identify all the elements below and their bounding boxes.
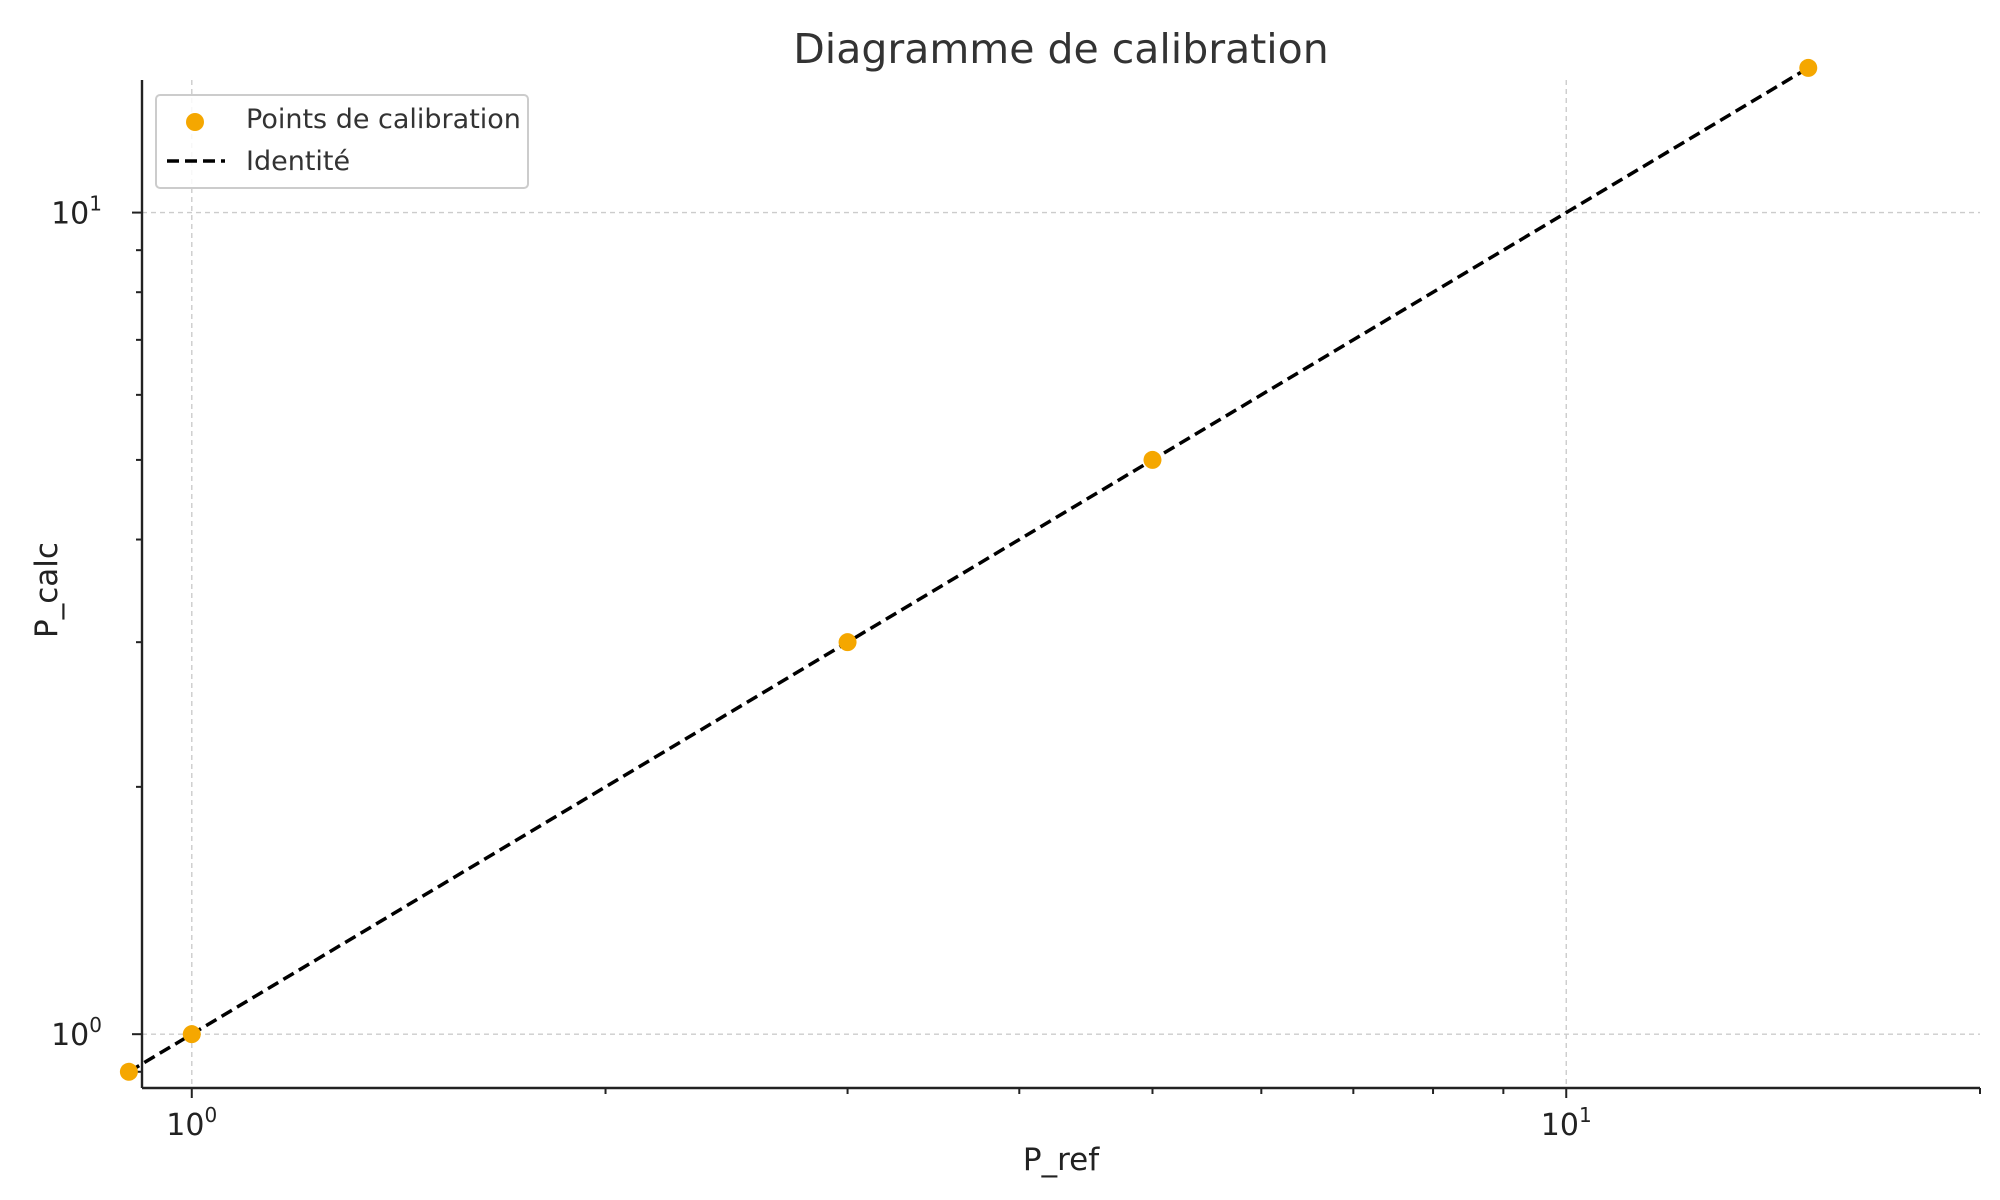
legend-box (155, 94, 529, 189)
y-tick-label: 100 (51, 1013, 102, 1053)
calibration-point (119, 1062, 138, 1081)
legend: Points de calibration Identité (155, 94, 529, 189)
x-tick-label: 100 (166, 1103, 217, 1143)
calibration-point (1799, 58, 1818, 77)
calibration-point (182, 1025, 201, 1044)
calibration-point (838, 633, 857, 652)
legend-label-points: Points de calibration (246, 104, 521, 135)
identity-line (127, 66, 1810, 1074)
series-layer (119, 58, 1818, 1081)
calibration-point (1143, 450, 1162, 469)
legend-scatter-marker (186, 113, 204, 131)
legend-label-identite: Identité (246, 146, 350, 177)
y-axis-label: P_calc (29, 542, 65, 638)
x-tick-label: 101 (1541, 1103, 1592, 1143)
y-tick-label: 101 (51, 192, 102, 232)
minor-ticks (136, 249, 1981, 1094)
grid-lines (142, 80, 1980, 1088)
x-axis-label: P_ref (1023, 1142, 1100, 1178)
major-ticks (132, 211, 1568, 1098)
chart-title: Diagramme de calibration (793, 25, 1329, 73)
